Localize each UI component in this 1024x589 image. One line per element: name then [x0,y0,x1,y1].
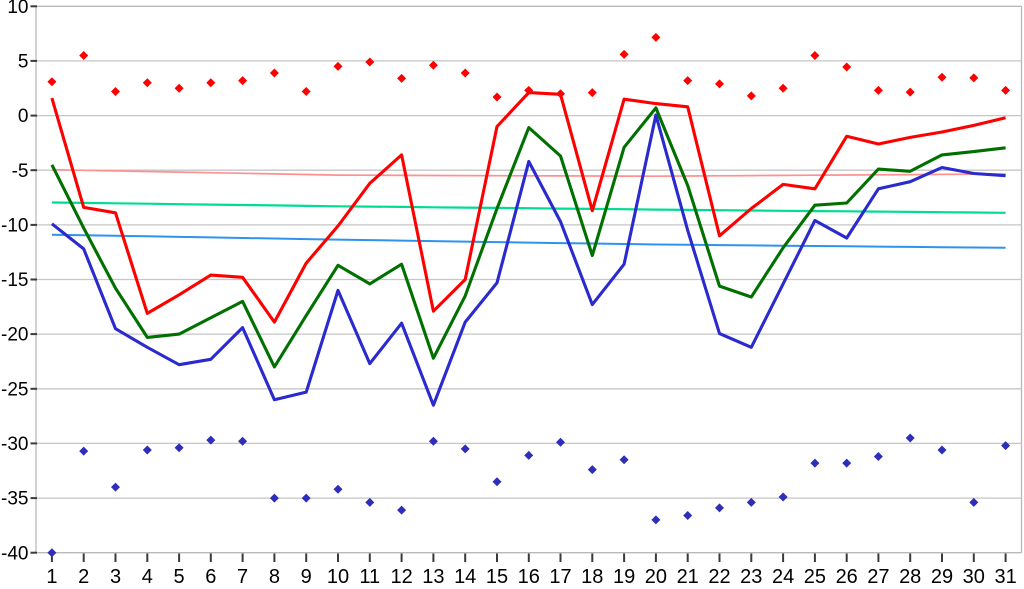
svg-text:20: 20 [645,566,667,584]
svg-text:1: 1 [46,566,57,584]
svg-text:28: 28 [899,566,921,584]
svg-text:18: 18 [581,566,603,584]
svg-text:21: 21 [677,566,699,584]
svg-text:-20: -20 [1,325,28,346]
svg-text:17: 17 [549,566,571,584]
svg-text:-10: -10 [1,216,28,237]
svg-text:14: 14 [454,566,476,584]
svg-text:10: 10 [7,0,28,18]
svg-text:30: 30 [963,566,985,584]
svg-text:3: 3 [110,566,121,584]
svg-text:-15: -15 [1,270,28,291]
svg-text:27: 27 [867,566,889,584]
svg-text:15: 15 [486,566,508,584]
svg-text:2: 2 [78,566,89,584]
svg-text:6: 6 [205,566,216,584]
svg-text:10: 10 [327,566,349,584]
svg-text:29: 29 [931,566,953,584]
svg-text:5: 5 [174,566,185,584]
svg-text:11: 11 [359,566,380,584]
svg-text:23: 23 [740,566,762,584]
svg-text:0: 0 [18,106,29,127]
svg-text:26: 26 [836,566,858,584]
svg-text:22: 22 [708,566,730,584]
svg-text:-40: -40 [1,543,28,564]
svg-text:-30: -30 [1,434,28,455]
svg-text:16: 16 [518,566,540,584]
svg-text:19: 19 [613,566,635,584]
svg-text:-5: -5 [12,161,29,182]
svg-text:-35: -35 [1,489,28,510]
svg-text:4: 4 [142,566,153,584]
svg-text:31: 31 [994,566,1016,584]
svg-text:-25: -25 [1,379,28,400]
svg-text:8: 8 [269,566,280,584]
svg-text:13: 13 [422,566,444,584]
svg-text:9: 9 [301,566,312,584]
svg-text:5: 5 [18,52,29,73]
svg-text:12: 12 [390,566,412,584]
svg-text:24: 24 [772,566,794,584]
svg-text:7: 7 [237,566,248,584]
svg-text:25: 25 [804,566,826,584]
